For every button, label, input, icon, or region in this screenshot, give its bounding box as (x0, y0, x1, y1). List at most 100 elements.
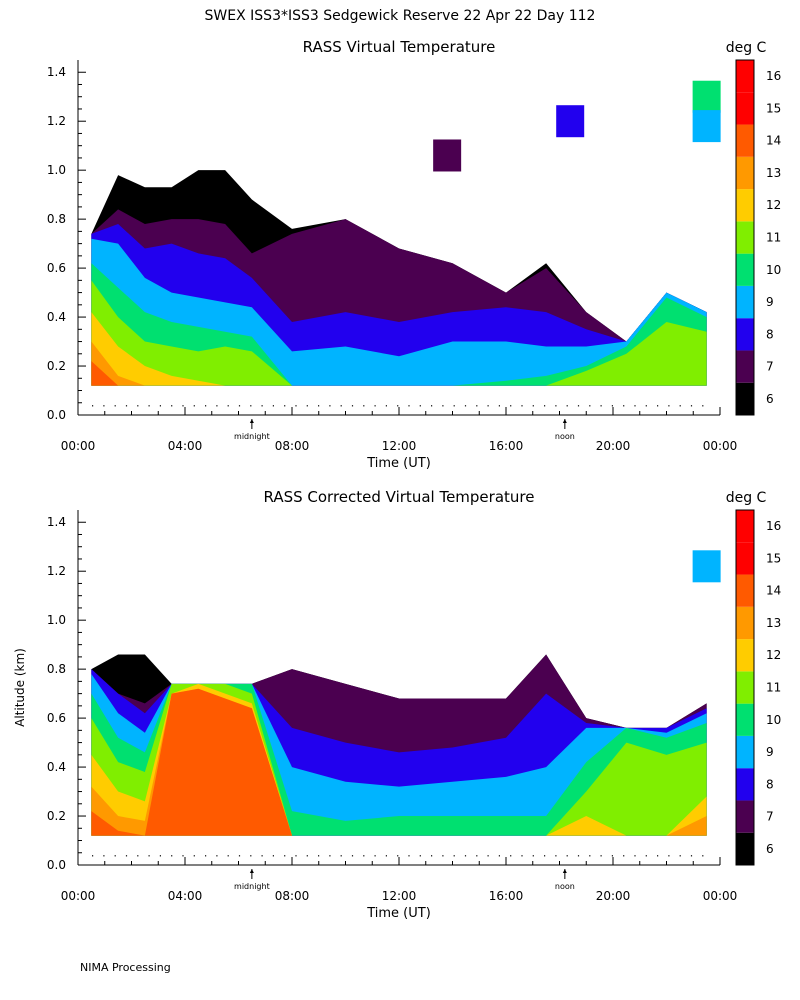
y-tick-label: 0.0 (47, 858, 66, 872)
gate-dot (566, 855, 568, 857)
colorbar-label: 10 (766, 263, 781, 277)
x-axis-label: Time (UT) (366, 906, 431, 921)
gate-dot (238, 405, 241, 407)
gate-dot (284, 855, 286, 857)
gate-dot (419, 855, 421, 857)
gate-dot (227, 855, 229, 857)
colorbar-frame (735, 59, 755, 416)
gate-dot (397, 855, 399, 857)
y-tick-label: 1.4 (47, 515, 66, 529)
colorbar-swatch (736, 318, 754, 351)
gate-dot (702, 855, 704, 857)
gate-dot (566, 405, 568, 407)
gate-dot (329, 855, 331, 857)
colorbar-swatch (736, 768, 754, 801)
colorbar-label: 12 (766, 648, 781, 662)
contour-band-12 (91, 312, 707, 386)
x-tick-label: 12:00 (382, 889, 417, 903)
gate-dot (205, 855, 207, 857)
gate-dot (577, 855, 580, 857)
gate-dot (272, 855, 274, 857)
gate-dot (476, 855, 478, 857)
gate-dot (363, 405, 365, 407)
colorbar-swatch (736, 606, 754, 640)
marker-arrow (562, 419, 567, 423)
colorbar-swatch (736, 156, 754, 190)
gate-dot (148, 405, 150, 407)
gate-dot (464, 405, 467, 407)
y-tick-label: 1.2 (47, 114, 66, 128)
y-tick-label: 1.4 (47, 65, 66, 79)
gate-dot (453, 855, 455, 857)
gate-dot (92, 405, 94, 407)
gate-dot (137, 405, 139, 407)
colorbar-swatch (736, 832, 754, 865)
contour-patch (692, 550, 721, 583)
colorbar-label: 6 (766, 392, 774, 406)
contour-patch (433, 139, 462, 172)
gate-dot (137, 855, 139, 857)
colorbar-swatch (736, 60, 754, 93)
y-tick-label: 0.2 (47, 359, 66, 373)
panel-virtual-temperature: RASS Virtual Temperature 0.0 0.2 0.4 0.6 0.8 1… (47, 38, 781, 471)
colorbar-frame (735, 509, 755, 866)
gate-dot (600, 855, 602, 857)
x-tick-label: 16:00 (489, 439, 524, 453)
gate-dot (634, 855, 636, 857)
gate-dot (295, 405, 297, 407)
x-axis-label: Time (UT) (366, 456, 431, 471)
x-tick-label: 08:00 (275, 439, 310, 453)
chart-title: RASS Corrected Virtual Temperature (264, 488, 535, 506)
gate-dot (306, 405, 308, 407)
gate-dot (159, 405, 161, 407)
gate-dot (510, 405, 512, 407)
marker-arrow (562, 869, 567, 873)
x-tick-label: 04:00 (168, 889, 203, 903)
gate-dot (521, 855, 523, 857)
gate-dot (351, 405, 354, 407)
gate-dot (442, 405, 444, 407)
gate-dot (555, 405, 557, 407)
gate-dot (431, 405, 433, 407)
figure-title: SWEX ISS3*ISS3 Sedgewick Reserve 22 Apr … (205, 8, 596, 24)
gate-dot (487, 405, 489, 407)
gate-dot (295, 855, 297, 857)
gate-dot (159, 855, 161, 857)
gate-dot (171, 405, 173, 407)
gate-dot (329, 405, 331, 407)
gate-dot (611, 405, 613, 407)
gate-dot (193, 855, 195, 857)
gate-dot (431, 855, 433, 857)
gate-dot (521, 405, 523, 407)
colorbar-label: 9 (766, 745, 774, 759)
colorbar-swatch (736, 671, 754, 704)
gate-dot (464, 855, 467, 857)
contour-band-14 (91, 688, 707, 836)
panel-corrected-virtual-temperature: RASS Corrected Virtual Temperature 0.0 0.2… (13, 488, 781, 921)
gate-dot (623, 405, 625, 407)
x-tick-label: 00:00 (703, 889, 738, 903)
gate-dot (374, 855, 376, 857)
gate-dot (657, 405, 659, 407)
gate-dot (261, 855, 263, 857)
gate-dot (668, 855, 670, 857)
gate-dot (385, 405, 387, 407)
colorbar-swatch (736, 510, 754, 543)
gate-dot (690, 855, 693, 857)
gate-dot (589, 405, 591, 407)
x-tick-label: 00:00 (703, 439, 738, 453)
colorbar-swatch (736, 639, 754, 672)
marker-label: noon (555, 882, 575, 891)
x-tick-label: 04:00 (168, 439, 203, 453)
gate-dot (340, 855, 342, 857)
gate-dot (114, 405, 116, 407)
colorbar-label: 12 (766, 198, 781, 212)
footer-text: NIMA Processing (80, 961, 171, 974)
gate-dot (702, 405, 704, 407)
gate-dot (182, 405, 184, 407)
gate-dot (589, 855, 591, 857)
marker-arrow (249, 869, 254, 873)
gate-dot (487, 855, 489, 857)
y-axis-label: Altitude (km) (13, 648, 27, 727)
